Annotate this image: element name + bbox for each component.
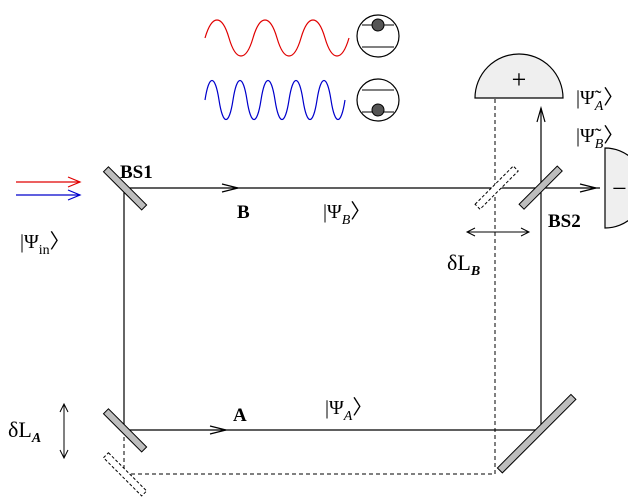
bs1-label: BS1 <box>120 162 153 183</box>
svg-text:|Ψ̃A〉: |Ψ̃A〉 <box>576 87 623 114</box>
atom-level-icon-lower <box>356 78 400 122</box>
psi-a-label: |ΨA〉 <box>325 397 372 424</box>
psi-tilde-a-label: |Ψ̃A〉 <box>576 87 623 114</box>
svg-text:δLA: δLA <box>8 417 41 446</box>
red-wave-icon <box>204 19 350 57</box>
bs2-label: BS2 <box>548 211 581 232</box>
detector-plus-icon <box>474 53 564 99</box>
delta-la-label: δLA <box>8 417 41 446</box>
detector-minus-icon <box>604 147 628 229</box>
svg-text:δLB: δLB <box>447 250 480 279</box>
mirror-a-shifted <box>102 452 148 497</box>
beam-splitter-2 <box>518 165 563 210</box>
delta-lb-arrow <box>465 227 531 237</box>
beam-splitter-1 <box>102 166 148 211</box>
atom-level-icon-upper <box>356 14 400 58</box>
delta-lb-label: δLB <box>447 250 480 279</box>
dashed-paths <box>123 78 496 475</box>
input-beam-red <box>16 176 82 188</box>
beam-splitter-2-shifted <box>474 165 519 210</box>
psi-in-label: |Ψin〉 <box>20 231 70 258</box>
arrow-arm-a <box>209 425 227 435</box>
arm-a-label: A <box>233 405 247 426</box>
psi-b-label: |ΨB〉 <box>323 201 370 228</box>
mirror-bottom-right <box>496 393 577 474</box>
svg-text:|ΨA〉: |ΨA〉 <box>325 397 372 424</box>
svg-text:|ΨB〉: |ΨB〉 <box>323 201 370 228</box>
beam-paths <box>123 108 600 431</box>
blue-wave-icon <box>204 79 346 121</box>
delta-la-arrow <box>59 402 69 460</box>
arrow-bs2-right <box>579 183 597 193</box>
psi-tilde-b-label: |Ψ̃B〉 <box>576 125 623 152</box>
detector-minus-label: − <box>612 174 627 203</box>
svg-text:|Ψ̃B〉: |Ψ̃B〉 <box>576 125 623 152</box>
detector-plus-label: + <box>512 65 527 94</box>
mirror-a <box>102 408 148 453</box>
arm-b-label: B <box>237 202 250 223</box>
arrow-arm-b <box>221 183 239 193</box>
svg-text:|Ψin〉: |Ψin〉 <box>20 231 70 258</box>
arrow-bs2-up <box>536 105 546 123</box>
input-beam-blue <box>16 189 82 201</box>
